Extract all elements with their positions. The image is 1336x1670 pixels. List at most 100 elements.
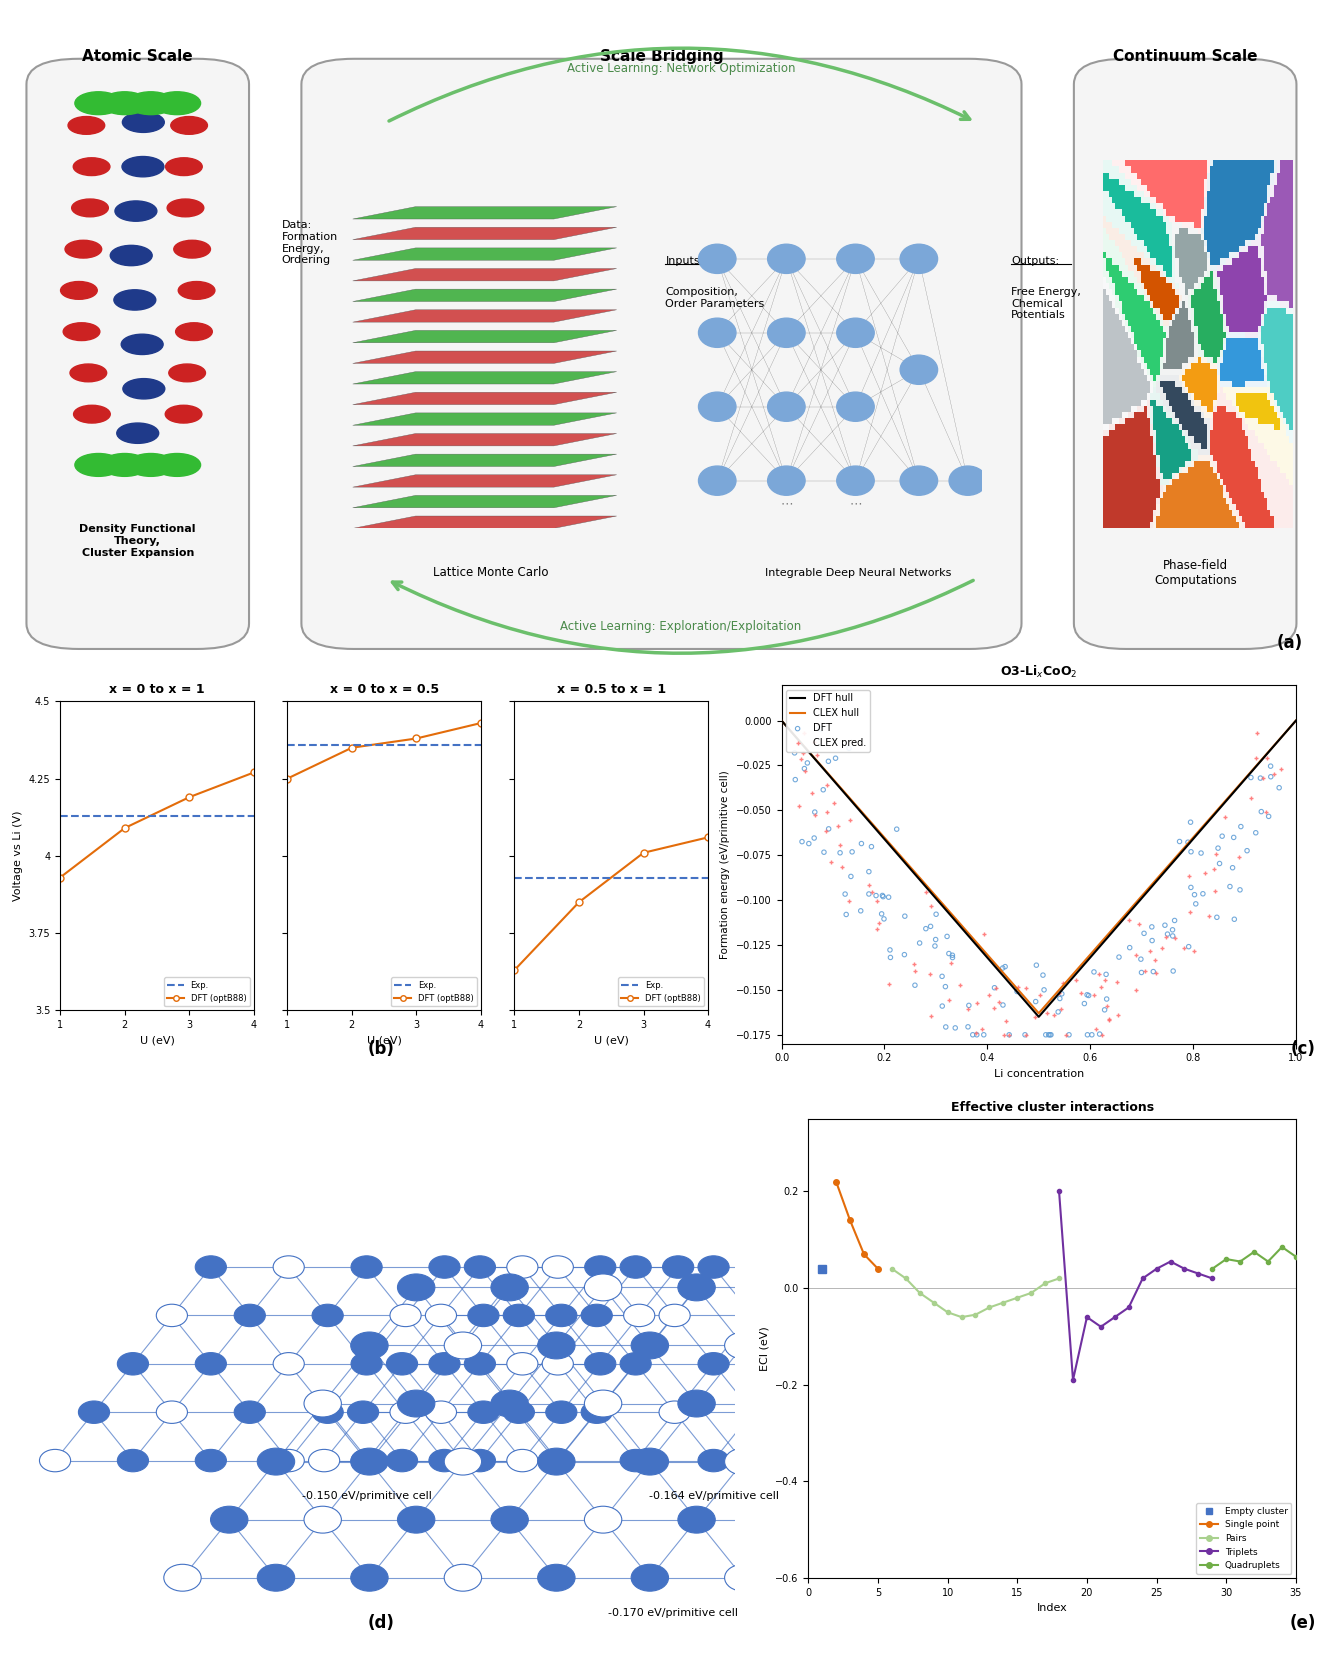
Circle shape	[776, 1256, 807, 1278]
DFT	[1220, 873, 1241, 900]
Circle shape	[429, 1450, 460, 1471]
Circle shape	[724, 1565, 762, 1592]
DFT	[842, 838, 863, 865]
CLEX pred.	[815, 818, 836, 845]
DFT	[794, 755, 815, 782]
CLEX pred.	[939, 987, 961, 1014]
DFT	[1164, 907, 1185, 934]
CLEX pred.	[828, 813, 850, 840]
Circle shape	[171, 117, 207, 134]
DFT	[798, 830, 819, 857]
Circle shape	[258, 1448, 295, 1475]
CLEX pred.	[1184, 939, 1205, 965]
CLEX pred.	[1108, 1002, 1129, 1029]
DFT	[812, 777, 834, 803]
CLEX pred.	[820, 848, 842, 875]
CLEX pred.	[1055, 1022, 1077, 1049]
DFT	[1083, 959, 1105, 985]
DFT	[879, 944, 900, 970]
Circle shape	[195, 1256, 226, 1278]
Circle shape	[581, 1401, 612, 1423]
DFT	[1096, 985, 1117, 1012]
DFT	[1169, 828, 1190, 855]
DFT	[858, 858, 879, 885]
DFT	[993, 955, 1014, 982]
Circle shape	[542, 1353, 573, 1374]
Circle shape	[677, 1389, 715, 1416]
X-axis label: U (eV): U (eV)	[366, 1035, 402, 1045]
DFT	[938, 940, 959, 967]
Circle shape	[490, 1389, 528, 1416]
Text: (d): (d)	[367, 1615, 394, 1632]
DFT	[1130, 945, 1152, 972]
Circle shape	[111, 245, 152, 266]
Circle shape	[737, 1401, 768, 1423]
Circle shape	[79, 1401, 110, 1423]
CLEX pred.	[1205, 840, 1226, 867]
Text: Active Learning: Exploration/Exploitation: Active Learning: Exploration/Exploitatio…	[561, 620, 802, 633]
DFT	[942, 944, 963, 970]
Circle shape	[892, 1304, 925, 1326]
CLEX pred.	[1214, 805, 1236, 832]
Circle shape	[390, 1304, 421, 1326]
Circle shape	[305, 1506, 342, 1533]
Circle shape	[818, 1333, 855, 1359]
DFT	[1006, 979, 1027, 1005]
DFT	[1026, 952, 1047, 979]
Circle shape	[631, 1448, 668, 1475]
Text: Density Functional
Theory,
Cluster Expansion: Density Functional Theory, Cluster Expan…	[79, 524, 196, 558]
CLEX pred.	[804, 802, 826, 828]
CLEX pred.	[1098, 1005, 1120, 1032]
DFT	[1185, 890, 1206, 917]
DFT hull	[1031, 1007, 1047, 1027]
Circle shape	[697, 1256, 729, 1278]
DFT	[894, 942, 915, 969]
Circle shape	[1010, 1256, 1041, 1278]
DFT	[1038, 1022, 1059, 1049]
Circle shape	[114, 291, 156, 311]
DFT	[925, 927, 946, 954]
DFT	[874, 905, 895, 932]
Circle shape	[504, 1401, 534, 1423]
Circle shape	[123, 112, 164, 132]
Circle shape	[545, 1304, 577, 1326]
CLEX pred.	[941, 950, 962, 977]
Circle shape	[398, 1274, 434, 1301]
DFT	[835, 880, 856, 907]
CLEX pred.	[1174, 935, 1196, 962]
Circle shape	[73, 406, 111, 423]
DFT	[904, 972, 926, 999]
Circle shape	[724, 1448, 762, 1475]
DFT	[966, 1022, 987, 1049]
Circle shape	[63, 322, 100, 341]
DFT	[1130, 959, 1152, 985]
CLEX pred.	[1144, 947, 1165, 974]
Circle shape	[465, 1450, 496, 1471]
CLEX pred.	[1228, 843, 1249, 870]
DFT	[931, 964, 953, 990]
Legend: Exp., DFT (optB88): Exp., DFT (optB88)	[391, 977, 477, 1007]
DFT	[1162, 922, 1184, 949]
Text: -0.150 eV/primitive cell: -0.150 eV/primitive cell	[302, 1491, 432, 1501]
Circle shape	[118, 1353, 148, 1374]
Legend: Exp., DFT (optB88): Exp., DFT (optB88)	[619, 977, 704, 1007]
DFT	[998, 1022, 1019, 1049]
DFT	[915, 915, 937, 942]
Circle shape	[69, 364, 107, 382]
CLEX pred.	[788, 793, 810, 820]
CLEX pred.	[1241, 785, 1263, 812]
Circle shape	[127, 454, 175, 476]
Circle shape	[490, 1506, 528, 1533]
Text: (c): (c)	[1291, 1040, 1315, 1057]
CLEX pred.	[1256, 798, 1277, 825]
DFT	[1190, 840, 1212, 867]
Legend: DFT hull, CLEX hull, DFT, CLEX pred.: DFT hull, CLEX hull, DFT, CLEX pred.	[787, 690, 870, 752]
DFT	[1094, 997, 1116, 1024]
Circle shape	[154, 92, 200, 115]
Text: Free Energy,
Chemical
Potentials: Free Energy, Chemical Potentials	[1011, 287, 1081, 321]
CLEX pred.	[998, 1022, 1019, 1049]
Circle shape	[631, 1565, 668, 1592]
Circle shape	[465, 1256, 496, 1278]
CLEX pred.	[868, 908, 890, 935]
Circle shape	[72, 199, 108, 217]
